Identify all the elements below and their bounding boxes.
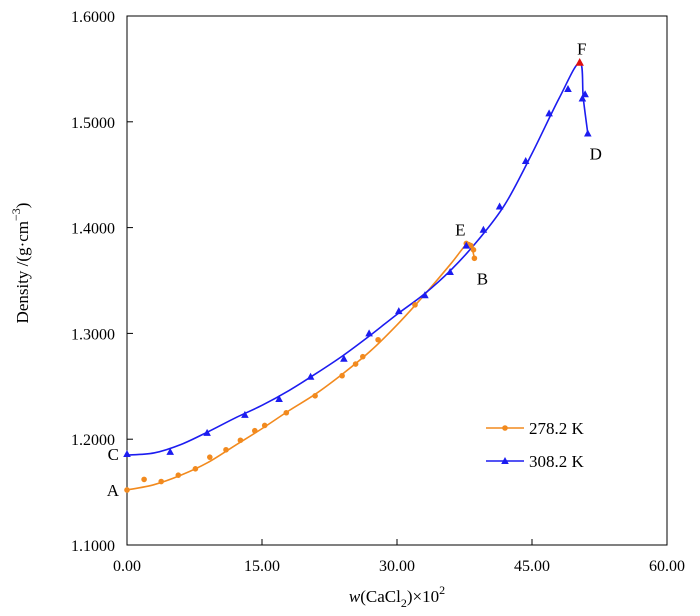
data-point [237,437,244,444]
point-label-e: E [455,220,465,239]
data-point [470,247,477,253]
data-point [124,487,130,493]
data-point [446,268,454,276]
data-point [564,85,572,93]
x-axis-title-sup: 2 [439,583,445,597]
legend-marker-308 [501,457,509,464]
data-point [468,242,474,249]
axes: 0.00 15.00 30.00 45.00 60.00 1.1000 1.2000 1.30… [71,9,685,575]
data-point [340,354,348,362]
data-point [545,109,553,117]
data-point [584,129,592,137]
y-axis-title-sup: −3 [9,208,23,221]
data-point [375,336,381,343]
x-tick-label: 0.00 [113,558,141,575]
data-point [166,447,174,455]
data-point [175,472,182,478]
data-point [207,454,213,460]
curves [126,61,589,491]
x-axis-title: w(CaCl2)×102 [349,583,445,610]
y-tick-label: 1.4000 [71,221,115,238]
data-point [283,409,290,416]
data-point [306,372,315,380]
special-point-f [575,58,584,66]
data-point [352,361,359,367]
data-point [252,427,258,434]
data-point [275,394,283,402]
x-tick-label: 30.00 [379,558,415,575]
point-labels: AC B D E F [107,40,602,500]
data-point [471,255,478,262]
x-tick-label: 60.00 [649,558,685,575]
data-point [203,428,211,436]
data-point [223,446,229,453]
data-point [395,307,403,315]
data-point [421,291,429,299]
x-axis-title-mid: )×10 [407,587,439,606]
series-line-308-2-K [126,61,589,456]
y-axis-title-main: Density /(g·cm [13,221,32,323]
legend-marker-278 [502,425,508,431]
data-point [141,476,147,483]
x-tick-label: 15.00 [244,558,280,575]
y-tick-label: 1.1000 [71,538,115,555]
x-axis-title-sub: 2 [401,596,407,610]
data-point [192,466,199,472]
data-point [123,450,131,458]
legend: 278.2 K 308.2 K [486,419,585,471]
y-tick-label: 1.3000 [71,326,115,343]
data-point [261,422,268,429]
data-point [360,353,366,360]
legend-label-308: 308.2 K [529,452,585,471]
data-point [412,302,418,308]
y-tick-label: 1.5000 [71,115,115,132]
legend-label-278: 278.2 K [529,419,585,438]
data-point [479,225,488,233]
y-axis-title: Density /(g·cm−3) [9,203,32,324]
point-label-f: F [577,40,586,59]
series-line-278-2-K [126,241,476,491]
markers [123,58,592,493]
point-label-d: D [590,144,602,163]
y-tick-label: 1.2000 [71,432,115,449]
data-point [578,94,587,102]
x-axis-title-italic: w [349,587,361,606]
y-tick-label: 1.6000 [71,9,115,26]
point-label-a: A [107,481,120,500]
data-point [365,329,373,337]
x-axis-title-main: (CaCl [360,587,401,606]
data-point [339,372,345,379]
data-point [312,393,318,399]
data-point [241,410,249,418]
point-label-b: B [477,269,488,288]
data-point [462,241,471,249]
data-point [581,90,589,98]
data-point [158,478,164,485]
data-point [521,156,530,164]
point-label-c: C [108,445,119,464]
x-tick-label: 45.00 [514,558,550,575]
data-point [495,202,504,210]
y-axis-title-end: ) [13,203,32,209]
